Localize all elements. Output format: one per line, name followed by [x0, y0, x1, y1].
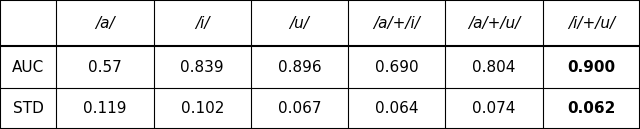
Text: /a/: /a/	[95, 16, 115, 31]
Text: /i/+/u/: /i/+/u/	[568, 16, 615, 31]
Text: 0.57: 0.57	[88, 60, 122, 75]
Text: 0.804: 0.804	[472, 60, 516, 75]
Text: 0.839: 0.839	[180, 60, 224, 75]
Text: 0.896: 0.896	[278, 60, 321, 75]
Text: 0.900: 0.900	[567, 60, 616, 75]
Text: 0.062: 0.062	[567, 101, 616, 116]
Text: 0.119: 0.119	[83, 101, 127, 116]
Text: AUC: AUC	[12, 60, 44, 75]
Text: 0.690: 0.690	[375, 60, 419, 75]
Text: /i/: /i/	[195, 16, 209, 31]
Text: /a/+/u/: /a/+/u/	[468, 16, 520, 31]
Text: 0.067: 0.067	[278, 101, 321, 116]
Text: /u/: /u/	[289, 16, 310, 31]
Text: 0.074: 0.074	[472, 101, 516, 116]
Text: /a/+/i/: /a/+/i/	[373, 16, 420, 31]
Text: 0.064: 0.064	[375, 101, 419, 116]
Text: 0.102: 0.102	[180, 101, 224, 116]
Text: STD: STD	[13, 101, 44, 116]
